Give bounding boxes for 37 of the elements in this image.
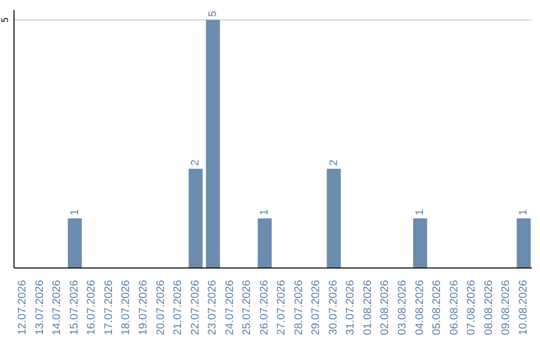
x-tick-label: 29.07.2026 (310, 280, 322, 336)
data-label: 5 (206, 10, 219, 17)
x-tick-label: 08.08.2026 (482, 280, 495, 336)
x-tick-label: 03.08.2026 (396, 280, 408, 336)
x-tick-label: 19.07.2026 (138, 280, 150, 336)
x-tick-label: 23.07.2026 (206, 280, 219, 336)
x-tick-label: 31.07.2026 (344, 280, 357, 336)
data-label: 1 (414, 209, 426, 216)
x-tick-label: 15.07.2026 (68, 280, 80, 336)
x-tick-label: 21.07.2026 (172, 280, 184, 336)
data-label: 2 (328, 160, 340, 166)
x-tick-label: 27.07.2026 (276, 280, 288, 336)
data-label: 1 (518, 209, 530, 216)
x-tick-label: 22.07.2026 (189, 280, 202, 336)
x-tick-label: 13.07.2026 (34, 280, 46, 336)
x-tick-label: 30.07.2026 (327, 280, 340, 336)
x-tick-label: 28.07.2026 (292, 280, 305, 336)
x-tick-label: 14.07.2026 (51, 280, 64, 336)
x-tick-label: 04.08.2026 (414, 280, 426, 336)
x-tick-label: 02.08.2026 (379, 280, 392, 336)
x-tick-label: 07.08.2026 (466, 280, 478, 336)
x-tick-label: 16.07.2026 (86, 280, 98, 336)
x-tick-label: 01.08.2026 (362, 280, 374, 336)
data-label: 1 (258, 209, 271, 216)
x-tick-label: 25.07.2026 (241, 280, 254, 336)
data-label: 2 (190, 160, 202, 166)
x-tick-label: 17.07.2026 (102, 280, 115, 336)
x-tick-label: 20.07.2026 (154, 280, 167, 336)
x-tick-label: 09.08.2026 (500, 280, 512, 336)
x-tick-label: 10.08.2026 (517, 280, 530, 336)
x-tick-label: 24.07.2026 (224, 280, 236, 336)
x-tick-label: 26.07.2026 (258, 280, 270, 336)
x-tick-label: 18.07.2026 (120, 280, 132, 336)
x-tick-label: 05.08.2026 (431, 280, 444, 336)
data-label: 1 (68, 209, 81, 216)
x-tick-label: 06.08.2026 (448, 280, 460, 336)
x-tick-label: 12.07.2026 (16, 280, 29, 336)
